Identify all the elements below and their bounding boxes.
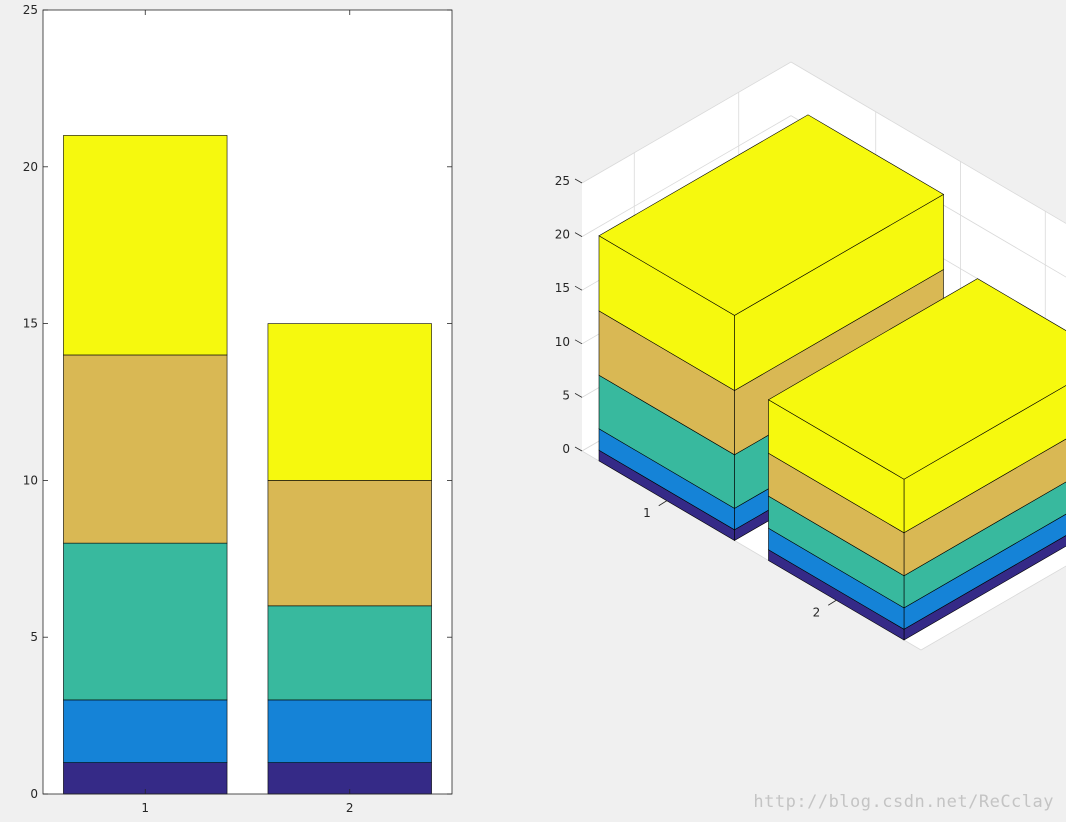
bar-segment xyxy=(267,699,432,763)
z-tick xyxy=(574,339,583,345)
axes-box xyxy=(42,9,453,795)
z-tick xyxy=(574,446,583,452)
y-tick-label: 15 xyxy=(23,317,38,331)
category-tick xyxy=(658,500,667,507)
bar-top xyxy=(767,278,1066,480)
z-tick xyxy=(574,232,583,237)
bar-top xyxy=(598,114,945,316)
watermark: http://blog.csdn.net/ReCclay xyxy=(753,792,1054,812)
bar-segment xyxy=(63,699,228,763)
z-tick-label: 25 xyxy=(555,174,570,188)
y-tick-label: 5 xyxy=(30,630,38,644)
x-tick-label: 1 xyxy=(141,801,149,815)
z-tick-label: 5 xyxy=(562,388,570,402)
stacked-bar-chart-3d: 0 5 10 15 20 25 1 2 xyxy=(555,61,1066,651)
category-tick xyxy=(828,599,837,606)
z-tick xyxy=(574,393,583,398)
bar-segment xyxy=(63,542,228,701)
z-tick-label: 0 xyxy=(562,442,570,456)
bar-segment xyxy=(63,135,228,356)
z-tick-label: 15 xyxy=(555,281,570,295)
y-tick-label: 20 xyxy=(23,160,38,174)
bar-segment xyxy=(63,762,228,795)
z-tick xyxy=(574,178,583,184)
bar-segment xyxy=(267,323,432,481)
stacked-bar-chart-2d: 0 5 10 15 20 25 1 2 xyxy=(23,3,453,815)
bar-segment xyxy=(267,480,432,607)
z-tick-label: 10 xyxy=(555,335,570,349)
y-tick-label: 0 xyxy=(30,787,38,801)
z-tick-label: 20 xyxy=(555,228,570,242)
x-tick-label: 2 xyxy=(346,801,354,815)
grid-line xyxy=(581,61,792,184)
category-tick-label: 1 xyxy=(643,506,651,520)
category-tick-label: 2 xyxy=(813,605,821,619)
y-tick-label: 10 xyxy=(23,473,38,487)
z-tick xyxy=(574,285,583,291)
bar-segment xyxy=(63,354,228,544)
grid-line xyxy=(581,115,792,237)
bar-segment xyxy=(267,605,432,701)
y-tick-label: 25 xyxy=(23,3,38,17)
